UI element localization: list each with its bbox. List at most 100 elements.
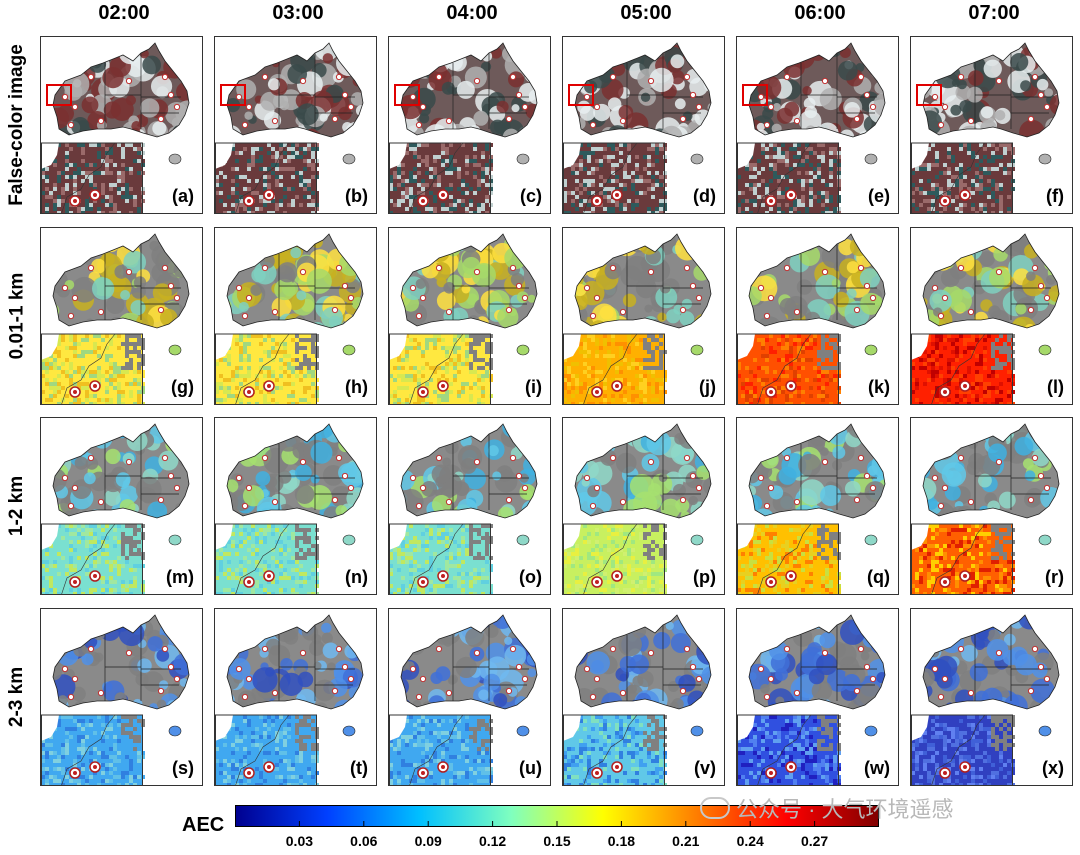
panel-label: (q) xyxy=(867,567,890,587)
site-marker xyxy=(619,308,627,316)
site-marker xyxy=(869,484,877,492)
site-marker xyxy=(515,663,523,671)
map-graphic xyxy=(215,233,364,404)
site-marker xyxy=(161,645,169,653)
site-marker xyxy=(593,294,601,302)
site-marker xyxy=(331,496,339,504)
zoom-inset xyxy=(389,333,493,404)
site-marker xyxy=(937,693,945,701)
site-marker xyxy=(941,103,949,111)
row-title-0-1km: 0.01-1 km xyxy=(6,272,27,360)
tasmania xyxy=(342,534,356,546)
row-title-1-2km: 1-2 km xyxy=(6,475,28,537)
site-marker xyxy=(589,693,597,701)
site-marker xyxy=(61,474,69,482)
tasmania xyxy=(864,534,878,546)
site-marker xyxy=(821,458,829,466)
site-marker xyxy=(1031,645,1039,653)
site-marker xyxy=(931,93,939,101)
tasmania xyxy=(690,725,704,737)
site-marker xyxy=(589,502,597,510)
site-marker xyxy=(235,474,243,482)
site-marker xyxy=(863,472,871,480)
site-marker xyxy=(161,454,169,462)
site-marker xyxy=(695,484,703,492)
map-panel-k: (k) xyxy=(736,227,899,405)
site-marker xyxy=(241,121,249,129)
zoom-inset xyxy=(563,714,667,785)
colorbar-tick-label: 0.12 xyxy=(478,833,507,849)
map-panel-c: (c) xyxy=(388,36,551,214)
map-panel-a: (a) xyxy=(40,36,203,214)
site-marker xyxy=(619,498,627,506)
panel-label: (f) xyxy=(1046,186,1064,206)
site-marker xyxy=(695,675,703,683)
panel-label: (l) xyxy=(1047,377,1064,397)
site-marker xyxy=(1031,264,1039,272)
site-marker xyxy=(589,121,597,129)
zoom-inset xyxy=(215,142,319,213)
site-marker xyxy=(67,121,75,129)
tasmania xyxy=(168,153,182,165)
map-graphic xyxy=(563,233,712,404)
site-marker xyxy=(593,675,601,683)
region-of-interest-box xyxy=(916,84,942,106)
tasmania xyxy=(1038,534,1052,546)
tasmania xyxy=(342,344,356,356)
site-marker xyxy=(241,693,249,701)
map-graphic xyxy=(563,423,712,594)
map-panel-d: (d) xyxy=(562,36,725,214)
site-marker xyxy=(821,649,829,657)
column-title-0: 02:00 xyxy=(98,2,150,24)
site-marker xyxy=(609,264,617,272)
site-marker xyxy=(857,645,865,653)
site-marker xyxy=(679,496,687,504)
site-marker xyxy=(71,484,79,492)
site-marker xyxy=(445,117,453,125)
zoom-inset xyxy=(911,142,1015,213)
site-marker xyxy=(931,474,939,482)
site-marker xyxy=(783,454,791,462)
tasmania xyxy=(168,534,182,546)
site-marker xyxy=(331,115,339,123)
colorbar-tick-label: 0.03 xyxy=(285,833,314,849)
site-marker xyxy=(445,498,453,506)
site-marker xyxy=(473,649,481,657)
site-marker xyxy=(763,502,771,510)
site-marker xyxy=(97,498,105,506)
site-marker xyxy=(87,645,95,653)
zoom-inset xyxy=(737,333,841,404)
site-marker xyxy=(689,472,697,480)
tasmania xyxy=(864,344,878,356)
site-marker xyxy=(245,294,253,302)
site-marker xyxy=(515,472,523,480)
panel-label: (d) xyxy=(693,186,716,206)
site-marker xyxy=(793,498,801,506)
site-marker xyxy=(1043,103,1051,111)
tasmania xyxy=(1038,153,1052,165)
site-marker xyxy=(235,93,243,101)
site-marker xyxy=(97,117,105,125)
map-graphic xyxy=(215,614,364,785)
site-marker xyxy=(869,103,877,111)
site-marker xyxy=(71,103,79,111)
site-marker xyxy=(757,474,765,482)
panel-label: (g) xyxy=(171,377,194,397)
tasmania xyxy=(1038,344,1052,356)
site-marker xyxy=(793,308,801,316)
site-marker xyxy=(509,264,517,272)
site-marker xyxy=(61,93,69,101)
site-marker xyxy=(71,294,79,302)
site-marker xyxy=(167,472,175,480)
tasmania xyxy=(342,725,356,737)
site-marker xyxy=(347,484,355,492)
site-marker xyxy=(937,312,945,320)
site-marker xyxy=(515,282,523,290)
site-marker xyxy=(521,675,529,683)
site-marker xyxy=(821,77,829,85)
site-marker xyxy=(1027,115,1035,123)
map-graphic xyxy=(389,614,538,785)
site-marker xyxy=(583,284,591,292)
site-marker xyxy=(853,687,861,695)
site-marker xyxy=(167,91,175,99)
